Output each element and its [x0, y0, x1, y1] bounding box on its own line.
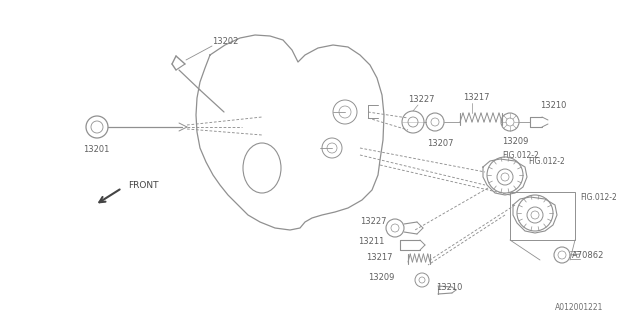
- Text: FIG.012-2: FIG.012-2: [580, 194, 617, 203]
- Text: 13207: 13207: [427, 139, 454, 148]
- Text: A012001221: A012001221: [555, 303, 604, 312]
- Text: 13217: 13217: [366, 253, 392, 262]
- Text: 13227: 13227: [360, 218, 387, 227]
- Text: 13201: 13201: [83, 145, 109, 154]
- Text: 13211: 13211: [358, 237, 385, 246]
- Text: 13217: 13217: [463, 93, 490, 102]
- Text: 13209: 13209: [502, 138, 529, 147]
- Bar: [510, 192, 575, 240]
- Text: A70862: A70862: [572, 251, 604, 260]
- Text: 13210: 13210: [436, 284, 462, 292]
- Text: 13209: 13209: [368, 274, 394, 283]
- Text: FIG.012-2: FIG.012-2: [528, 157, 564, 166]
- Text: 13227: 13227: [408, 95, 435, 105]
- Text: 13210: 13210: [540, 101, 566, 110]
- Text: FRONT: FRONT: [128, 181, 159, 190]
- Text: FIG.012-2: FIG.012-2: [502, 150, 539, 159]
- Text: 13202: 13202: [212, 37, 238, 46]
